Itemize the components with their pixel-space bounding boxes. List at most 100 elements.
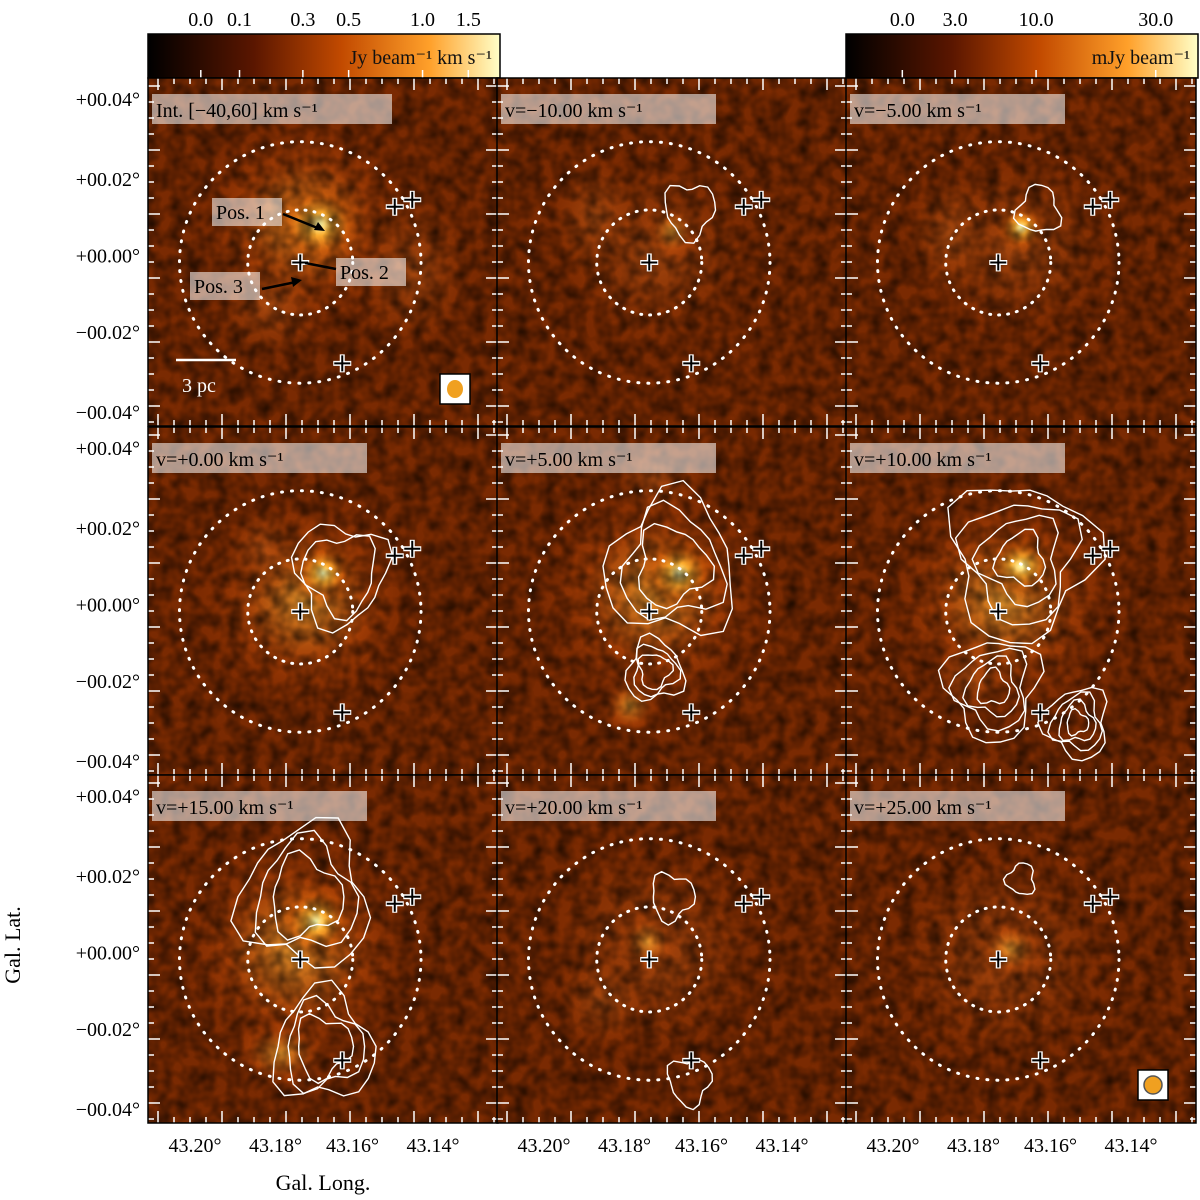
position-marker bbox=[682, 354, 701, 373]
long-tick-label: 43.16° bbox=[1024, 1135, 1077, 1157]
position-marker bbox=[734, 546, 753, 565]
inner-ring bbox=[246, 905, 355, 1014]
inner-ring bbox=[944, 208, 1053, 317]
panel-title: v=+25.00 km s⁻¹ bbox=[854, 797, 991, 819]
contour-line bbox=[633, 643, 682, 698]
longitude-tick-labels: 43.20° 43.18° 43.16° 43.14° 43.20° 43.18° 43.1… bbox=[169, 1135, 1158, 1157]
lat-tick-label: −00.04° bbox=[76, 402, 140, 424]
channel-panel: v=+5.00 km s⁻¹ bbox=[496, 426, 848, 776]
position-marker bbox=[291, 950, 310, 969]
inner-ring bbox=[595, 557, 704, 666]
contour-line bbox=[1002, 862, 1036, 896]
long-tick-label: 43.20° bbox=[169, 1135, 222, 1157]
colorbar-tick-label: 0.1 bbox=[227, 9, 252, 31]
channel-panel: Int. [−40,60] km s⁻¹ bbox=[147, 77, 499, 427]
position-marker bbox=[403, 887, 422, 906]
colorbar-tick-label: 0.0 bbox=[188, 9, 213, 31]
channel-panel: v=+25.00 km s⁻¹ bbox=[845, 774, 1197, 1124]
position-marker bbox=[640, 602, 659, 621]
contour-line bbox=[1012, 183, 1063, 232]
outer-ring bbox=[527, 837, 772, 1082]
pos3-label: Pos. 3 bbox=[194, 276, 243, 298]
latitude-tick-labels: +00.04° +00.02° +00.00° −00.02° −00.04° +00.0… bbox=[76, 89, 140, 1121]
position-marker bbox=[1101, 539, 1120, 558]
contour-line bbox=[1047, 691, 1104, 752]
position-marker bbox=[1031, 354, 1050, 373]
beam-ellipse bbox=[447, 380, 463, 398]
position-marker bbox=[752, 190, 771, 209]
position-marker bbox=[385, 546, 404, 565]
channel-panel: v=+15.00 km s⁻¹ bbox=[147, 774, 499, 1124]
contour-line bbox=[947, 489, 1106, 645]
outer-ring bbox=[178, 140, 423, 385]
outer-ring bbox=[527, 489, 772, 734]
outer-ring bbox=[178, 837, 423, 1082]
panel-title: v=+0.00 km s⁻¹ bbox=[156, 449, 283, 471]
contour-line bbox=[254, 829, 360, 948]
contour-line bbox=[230, 816, 372, 969]
contour-line bbox=[971, 514, 1059, 608]
long-tick-label: 43.20° bbox=[867, 1135, 920, 1157]
long-tick-label: 43.16° bbox=[675, 1135, 728, 1157]
position-marker bbox=[682, 1051, 701, 1070]
inner-ring bbox=[944, 905, 1053, 1014]
channel-panel: v=+20.00 km s⁻¹ bbox=[496, 774, 848, 1124]
position-marker bbox=[333, 354, 352, 373]
position-marker bbox=[682, 703, 701, 722]
lat-tick-label: +00.02° bbox=[76, 169, 140, 191]
long-tick-label: 43.18° bbox=[598, 1135, 651, 1157]
contour-line bbox=[637, 522, 716, 610]
contour-line bbox=[297, 1012, 355, 1085]
contour-line bbox=[937, 642, 1045, 744]
contour-line bbox=[948, 647, 1028, 732]
outer-ring bbox=[178, 489, 423, 734]
channel-panel: v=−10.00 km s⁻¹ bbox=[496, 77, 848, 427]
contour-line bbox=[1066, 707, 1090, 737]
colorbar-tick-label: 1.5 bbox=[456, 9, 481, 31]
lat-tick-label: +00.02° bbox=[76, 518, 140, 540]
position-marker bbox=[291, 602, 310, 621]
lat-tick-label: +00.02° bbox=[76, 866, 140, 888]
contour-line bbox=[272, 849, 345, 941]
panel-title: v=+15.00 km s⁻¹ bbox=[156, 797, 293, 819]
position-marker bbox=[752, 887, 771, 906]
inner-ring bbox=[246, 557, 355, 666]
contour-line bbox=[962, 655, 1021, 718]
contour-line bbox=[637, 654, 675, 691]
contour-line bbox=[287, 994, 366, 1095]
contour-line bbox=[272, 979, 377, 1097]
colorbar-tick-label: 0.5 bbox=[336, 9, 361, 31]
panel-title: v=+5.00 km s⁻¹ bbox=[505, 449, 632, 471]
position-marker bbox=[1083, 894, 1102, 913]
position-marker bbox=[385, 894, 404, 913]
contour-line bbox=[602, 479, 734, 637]
position-marker bbox=[385, 197, 404, 216]
lat-tick-label: −00.02° bbox=[76, 671, 140, 693]
colorbar-tick-label: 0.0 bbox=[890, 9, 915, 31]
position-annotations: Pos. 1 Pos. 2 Pos. 3 3 pc bbox=[176, 198, 471, 405]
position-marker bbox=[752, 539, 771, 558]
contour-line bbox=[992, 528, 1047, 587]
lat-tick-label: −00.02° bbox=[76, 322, 140, 344]
inner-ring bbox=[944, 557, 1053, 666]
colorbar-tick-label: 30.0 bbox=[1138, 9, 1173, 31]
colorbar-tick-label: 10.0 bbox=[1019, 9, 1054, 31]
position-marker bbox=[640, 950, 659, 969]
long-tick-label: 43.18° bbox=[947, 1135, 1000, 1157]
lat-tick-label: −00.02° bbox=[76, 1019, 140, 1041]
contour-line bbox=[666, 1058, 714, 1111]
long-tick-label: 43.14° bbox=[1105, 1135, 1158, 1157]
lat-tick-label: +00.04° bbox=[76, 786, 140, 808]
channel-panel: v=+10.00 km s⁻¹ bbox=[845, 426, 1197, 776]
scale-bar-label: 3 pc bbox=[182, 375, 216, 397]
position-marker bbox=[1101, 887, 1120, 906]
contour-line bbox=[619, 499, 728, 621]
contour-line bbox=[290, 523, 394, 634]
panel-title: Int. [−40,60] km s⁻¹ bbox=[156, 100, 318, 122]
contour-line bbox=[664, 184, 717, 244]
pos1-label: Pos. 1 bbox=[216, 202, 265, 224]
contour-line bbox=[1058, 698, 1097, 742]
colorbar-left-ticks: 0.0 0.1 0.3 0.5 1.0 1.5 bbox=[188, 9, 481, 78]
colorbar-right: mJy beam⁻¹ 0.0 3.0 10.0 30.0 bbox=[845, 9, 1199, 79]
